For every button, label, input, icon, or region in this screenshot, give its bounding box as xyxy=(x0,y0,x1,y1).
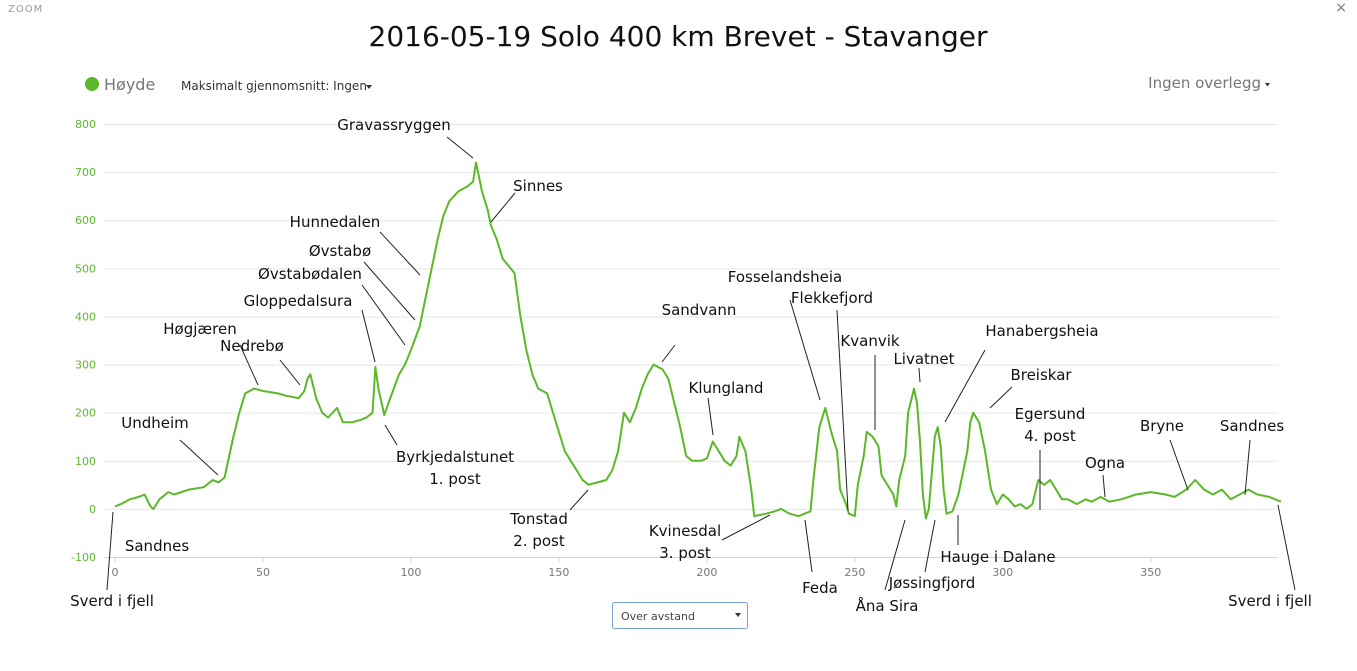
annotation: Feda xyxy=(802,579,838,597)
annotation: 2. post xyxy=(513,532,565,550)
annotation-leader xyxy=(106,511,114,591)
zoom-label[interactable]: ZOOM xyxy=(8,4,43,15)
annotation-leader xyxy=(361,284,406,346)
legend[interactable]: Høyde xyxy=(85,75,155,94)
x-tick-label: 0 xyxy=(112,566,119,579)
annotation: 3. post xyxy=(659,544,711,562)
x-tick-label: 150 xyxy=(548,566,569,579)
annotation: Kvinesdal xyxy=(649,522,721,540)
elevation-line xyxy=(114,161,1282,520)
annotation-leader xyxy=(384,424,398,446)
annotation-leader xyxy=(789,299,821,401)
x-tick-label: 100 xyxy=(400,566,421,579)
annotation: Jøssingfjord xyxy=(888,574,975,592)
annotation-leader xyxy=(361,309,376,363)
annotation-leader xyxy=(1277,504,1296,591)
annotation: Livatnet xyxy=(893,350,954,368)
y-tick-label: 500 xyxy=(75,262,96,275)
annotation-leader xyxy=(944,349,986,423)
x-tick-label: 300 xyxy=(992,566,1013,579)
select-arrow xyxy=(735,613,741,617)
x-tick-label: 250 xyxy=(844,566,865,579)
annotation: Flekkefjord xyxy=(791,289,873,307)
overlay-menu[interactable]: Ingen overlegg xyxy=(1148,74,1261,92)
annotation: Hauge i Dalane xyxy=(940,548,1055,566)
annotation: Kvanvik xyxy=(840,332,899,350)
annotation-leader xyxy=(490,192,516,223)
x-tick-label: 200 xyxy=(696,566,717,579)
legend-swatch xyxy=(85,77,99,91)
annotation: Åna Sira xyxy=(856,596,919,615)
annotation: Fosselandsheia xyxy=(728,268,842,286)
annotation-leader xyxy=(1169,439,1189,491)
annotation: Hunnedalen xyxy=(290,213,381,231)
annotation: 1. post xyxy=(429,470,481,488)
annotation: Gloppedalsura xyxy=(244,292,353,310)
legend-label[interactable]: Høyde xyxy=(104,75,155,94)
annotation-leader xyxy=(707,397,714,436)
annotation: Nedrebø xyxy=(220,337,284,355)
annotation: Sverd i fjell xyxy=(70,592,154,610)
annotation-leader xyxy=(836,309,849,511)
annotation: Øvstabødalen xyxy=(258,265,362,283)
annotation: Bryne xyxy=(1140,417,1184,435)
annotation-leader xyxy=(918,367,921,383)
annotation-leader xyxy=(279,359,301,386)
annotation: Gravassryggen xyxy=(337,116,451,134)
annotation-leader xyxy=(804,519,813,573)
annotation: Undheim xyxy=(121,414,189,432)
annotation-leader xyxy=(363,261,416,321)
select-label[interactable]: Over avstand xyxy=(621,610,695,623)
annotation: Byrkjedalstunet xyxy=(396,448,514,466)
annotation-leader xyxy=(924,519,936,573)
y-tick-label: 0 xyxy=(89,503,96,516)
annotation-leader xyxy=(379,231,421,276)
annotation-leader xyxy=(179,439,219,476)
annotation: Tonstad xyxy=(509,510,568,528)
annotation-leader xyxy=(989,386,1013,409)
annotation: 4. post xyxy=(1024,427,1076,445)
select-box[interactable] xyxy=(612,602,748,629)
y-tick-label: 100 xyxy=(75,455,96,468)
x-tick-label: 50 xyxy=(256,566,270,579)
annotation: Sandnes xyxy=(1220,417,1284,435)
y-tick-label: -100 xyxy=(71,551,96,564)
annotation-leader xyxy=(1244,439,1251,496)
y-tick-label: 600 xyxy=(75,214,96,227)
y-tick-label: 800 xyxy=(75,118,96,131)
annotation: Høgjæren xyxy=(163,320,236,338)
menu-arrow xyxy=(1265,83,1270,87)
annotation: Sandnes xyxy=(125,537,189,555)
y-tick-label: 700 xyxy=(75,166,96,179)
annotation: Egersund xyxy=(1015,405,1086,423)
annotation: Hanabergsheia xyxy=(985,322,1098,340)
annotation: Sinnes xyxy=(513,177,563,195)
average-menu[interactable]: Maksimalt gjennomsnitt: Ingen xyxy=(181,79,367,93)
close-button[interactable]: × xyxy=(1335,0,1347,16)
y-tick-label: 400 xyxy=(75,310,96,323)
x-tick-label: 350 xyxy=(1140,566,1161,579)
y-tick-label: 200 xyxy=(75,407,96,420)
annotation-leader xyxy=(569,489,589,511)
select[interactable]: Over avstand xyxy=(612,602,748,629)
chart-title: 2016-05-19 Solo 400 km Brevet - Stavange… xyxy=(369,20,988,53)
menu-arrow xyxy=(366,85,372,89)
annotation-leader xyxy=(1102,474,1106,498)
y-tick-label: 300 xyxy=(75,359,96,372)
annotation-leader xyxy=(446,136,474,159)
annotation-leader xyxy=(721,514,771,541)
annotation: Breiskar xyxy=(1010,366,1072,384)
annotation: Klungland xyxy=(689,379,764,397)
annotation: Sandvann xyxy=(662,301,737,319)
annotation: Ogna xyxy=(1085,454,1125,472)
annotation-leader xyxy=(239,344,259,386)
annotation: Øvstabø xyxy=(309,242,371,260)
annotation: Sverd i fjell xyxy=(1228,592,1312,610)
annotation-leader xyxy=(884,519,906,591)
annotation-leader xyxy=(661,344,676,363)
